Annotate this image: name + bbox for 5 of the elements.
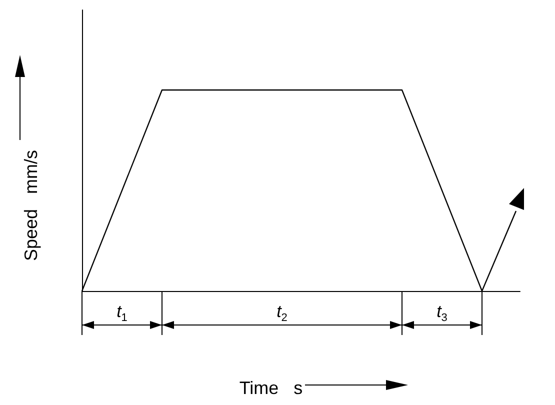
x-axis-title: Time s [239,378,303,398]
text: t$_{2}$ [276,302,288,324]
text: t$_{1}$ [116,302,128,324]
text: t$_{3}$ [436,302,448,324]
y-axis-title: Speed mm/s [21,150,41,262]
